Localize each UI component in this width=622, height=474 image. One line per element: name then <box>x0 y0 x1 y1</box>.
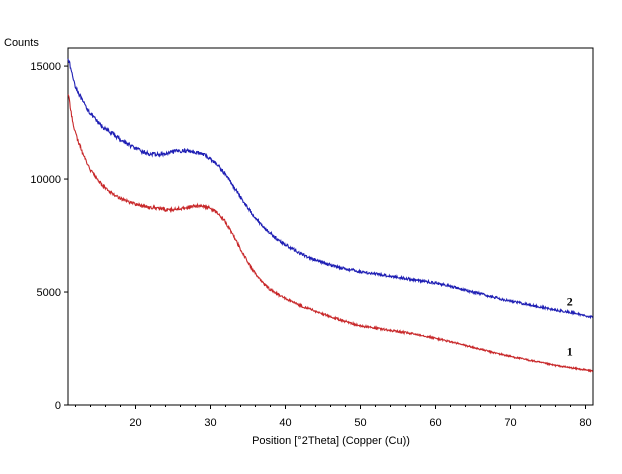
x-axis-title: Position [°2Theta] (Copper (Cu)) <box>252 435 410 447</box>
y-tick-label: 0 <box>55 400 61 412</box>
x-tick-label: 50 <box>354 417 366 429</box>
series-labels: 21 <box>567 295 573 359</box>
x-tick-label: 80 <box>579 417 591 429</box>
x-tick-label: 60 <box>429 417 441 429</box>
series-label-2: 2 <box>567 295 573 309</box>
x-ticks: 20 30 40 50 60 70 80 <box>75 405 592 429</box>
series-line-2 <box>67 58 594 320</box>
y-tick-label: 5000 <box>37 287 61 299</box>
x-tick-label: 70 <box>504 417 516 429</box>
x-tick-label: 40 <box>279 417 291 429</box>
series-label-1: 1 <box>567 344 573 358</box>
y-tick-label: 10000 <box>30 174 61 186</box>
plot-frame <box>67 47 594 406</box>
y-axis-title: Counts <box>4 37 39 49</box>
x-tick-label: 30 <box>204 417 216 429</box>
x-tick-label: 20 <box>129 417 141 429</box>
y-ticks: 0 5000 10000 15000 <box>30 61 68 412</box>
series-layer <box>67 58 594 373</box>
series-line-1 <box>67 94 594 373</box>
y-tick-label: 15000 <box>30 61 61 73</box>
